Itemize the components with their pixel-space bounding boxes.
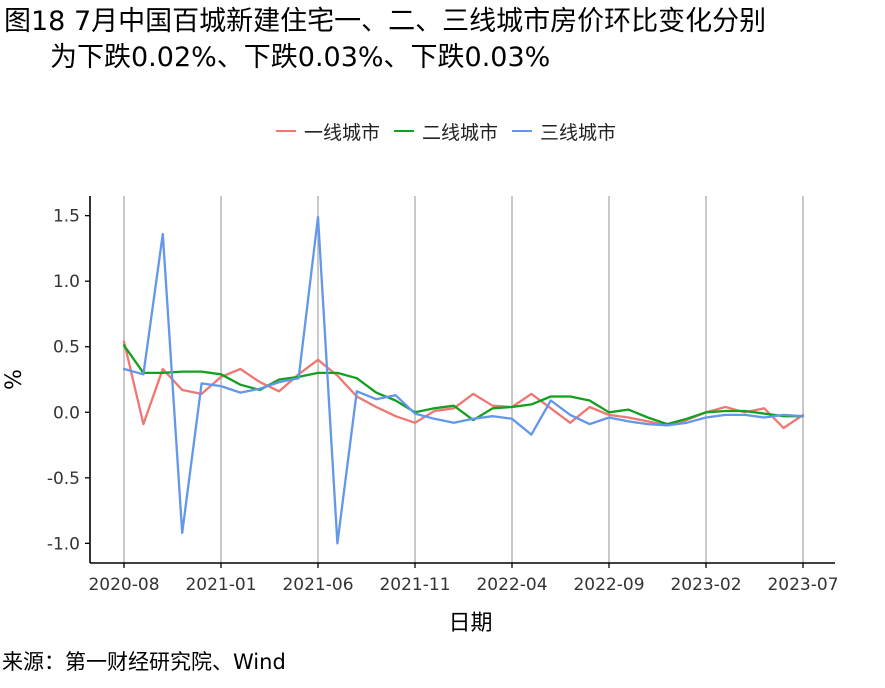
y-tick-label: 1.5 [53, 207, 80, 227]
legend-swatch [512, 130, 533, 132]
x-tick-label: 2023-02 [670, 575, 741, 595]
y-tick-label: -1.0 [47, 534, 80, 554]
source-note: 来源：第一财经研究院、Wind [2, 650, 286, 674]
series-line-3 [122, 215, 805, 545]
legend-item-1: 一线城市 [276, 118, 380, 145]
y-tick-label: 1.0 [53, 272, 80, 292]
y-tick-label: 0.5 [53, 338, 80, 358]
y-axis-title: % [2, 369, 27, 390]
chart-legend: 一线城市 二线城市 三线城市 [276, 116, 630, 146]
x-tick-label: 2022-09 [573, 575, 644, 595]
x-tick-label: 2020-08 [88, 575, 159, 595]
x-tick-label: 2023-07 [767, 575, 838, 595]
legend-swatch [394, 130, 415, 132]
legend-label: 二线城市 [422, 121, 499, 144]
chart-title-line2: 为下跌0.02%、下跌0.03%、下跌0.03% [50, 42, 551, 73]
x-tick-label: 2021-11 [379, 575, 450, 595]
legend-item-2: 二线城市 [394, 118, 498, 145]
y-tick-label: 0.0 [53, 403, 80, 423]
legend-label: 一线城市 [304, 121, 381, 144]
x-tick-label: 2021-01 [185, 575, 256, 595]
series-line-2 [122, 344, 805, 426]
x-tick-label: 2022-04 [476, 575, 547, 595]
x-tick-label: 2021-06 [282, 575, 353, 595]
chart-title: 图18 7月中国百城新建住宅一、二、三线城市房价环比变化分别 为下跌0.02%、… [4, 4, 874, 76]
y-tick-label: -0.5 [47, 469, 80, 489]
legend-label: 三线城市 [540, 121, 617, 144]
x-axis-title: 日期 [448, 611, 492, 636]
legend-item-3: 三线城市 [512, 118, 616, 145]
legend-swatch [276, 130, 296, 132]
chart-title-line1: 图18 7月中国百城新建住宅一、二、三线城市房价环比变化分别 [4, 6, 767, 37]
